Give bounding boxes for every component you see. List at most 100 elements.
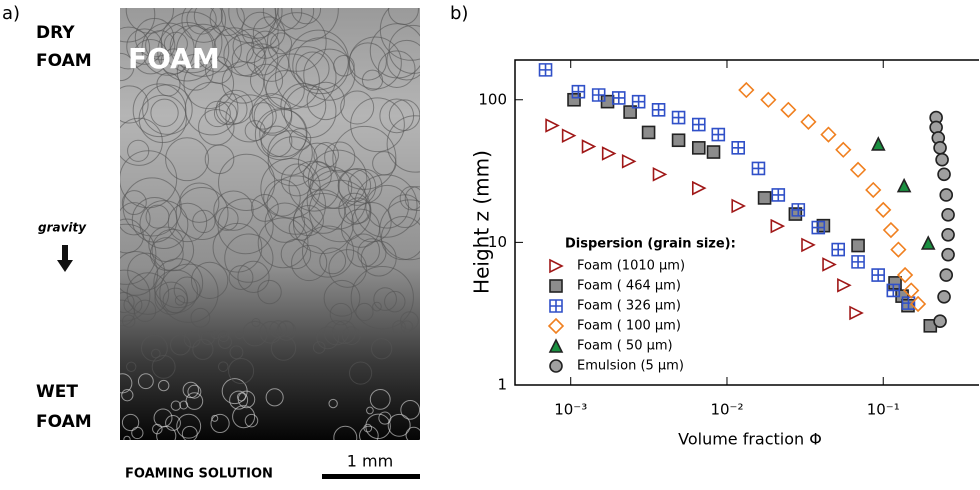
point bbox=[937, 290, 951, 304]
bubble bbox=[121, 190, 147, 216]
bubble bbox=[209, 8, 245, 37]
bubble bbox=[357, 238, 387, 268]
bubble bbox=[218, 89, 254, 124]
bubble bbox=[126, 28, 163, 65]
bubble bbox=[300, 189, 346, 234]
dry-label: DRY bbox=[36, 23, 75, 43]
bubble bbox=[265, 388, 284, 407]
y-tick-label: 1 bbox=[497, 376, 507, 394]
bubble bbox=[324, 141, 356, 173]
point bbox=[751, 161, 766, 176]
legend-marker bbox=[549, 299, 563, 313]
bubble bbox=[120, 26, 151, 70]
bubble bbox=[145, 204, 170, 229]
plot-frame bbox=[514, 59, 979, 386]
bubble bbox=[140, 334, 168, 362]
bubble bbox=[215, 93, 248, 126]
point bbox=[920, 235, 936, 250]
point bbox=[896, 266, 914, 284]
point bbox=[865, 181, 882, 199]
point bbox=[780, 101, 797, 118]
bubble bbox=[388, 194, 420, 229]
bubble bbox=[120, 269, 151, 322]
point bbox=[871, 268, 885, 282]
bubble bbox=[169, 334, 191, 356]
bubble bbox=[194, 25, 242, 73]
point bbox=[875, 201, 892, 219]
bubble bbox=[319, 247, 347, 275]
point bbox=[835, 141, 852, 158]
bubble bbox=[150, 348, 161, 359]
bubble bbox=[384, 290, 406, 313]
panel-a: a) FOAM DRY FOAM gravity WET FOAM FOAMIN… bbox=[2, 3, 420, 482]
bubble bbox=[160, 48, 187, 75]
point bbox=[791, 203, 806, 217]
bubble bbox=[257, 217, 309, 269]
bubble bbox=[348, 42, 387, 81]
bubble bbox=[332, 125, 397, 190]
bubble bbox=[386, 115, 420, 173]
bubble bbox=[308, 179, 372, 243]
bubble bbox=[204, 56, 233, 84]
bubble bbox=[340, 90, 375, 125]
bubble bbox=[120, 291, 135, 314]
bubble bbox=[131, 426, 144, 440]
bubble bbox=[231, 42, 267, 78]
bubble bbox=[150, 98, 179, 127]
bubble bbox=[151, 354, 176, 379]
point bbox=[851, 238, 865, 253]
bubble bbox=[160, 11, 223, 74]
bubble bbox=[123, 435, 131, 440]
bubble bbox=[137, 373, 154, 390]
bubble bbox=[373, 287, 397, 311]
legend-label: Foam ( 100 μm) bbox=[577, 319, 681, 334]
bubble bbox=[312, 341, 326, 354]
bubble bbox=[183, 330, 201, 348]
bubble bbox=[283, 85, 337, 139]
bubble bbox=[366, 406, 374, 415]
point bbox=[837, 278, 852, 293]
bubble bbox=[267, 130, 313, 176]
bubble bbox=[350, 97, 405, 153]
bubble bbox=[149, 237, 184, 271]
bubble bbox=[270, 32, 293, 55]
bubble bbox=[165, 137, 210, 182]
point bbox=[903, 282, 920, 299]
point bbox=[545, 118, 560, 133]
bubble bbox=[405, 426, 420, 440]
bubble bbox=[219, 330, 227, 338]
point bbox=[652, 167, 668, 182]
bubble bbox=[225, 94, 274, 143]
legend-marker bbox=[549, 359, 563, 373]
bubble bbox=[169, 25, 214, 70]
bubble bbox=[251, 317, 261, 328]
point bbox=[882, 221, 900, 239]
bubble bbox=[370, 338, 393, 360]
bubble bbox=[302, 225, 355, 278]
point bbox=[611, 91, 626, 105]
bubble bbox=[369, 23, 420, 79]
bubble bbox=[316, 326, 340, 350]
bubble bbox=[350, 266, 414, 330]
bubble bbox=[341, 326, 361, 346]
bubble bbox=[228, 265, 254, 290]
bubble bbox=[212, 222, 263, 273]
point bbox=[538, 63, 553, 77]
bubble bbox=[244, 413, 259, 428]
point bbox=[939, 188, 954, 202]
bubble bbox=[153, 408, 173, 428]
bubble bbox=[280, 82, 327, 129]
point bbox=[671, 110, 686, 125]
point bbox=[757, 191, 772, 205]
bubble bbox=[269, 320, 287, 338]
point bbox=[935, 152, 949, 167]
bubble bbox=[120, 52, 135, 82]
bubble bbox=[291, 244, 328, 282]
point bbox=[939, 268, 954, 282]
bubble bbox=[120, 223, 157, 285]
bubble bbox=[210, 413, 230, 434]
bubble bbox=[275, 46, 337, 108]
panel-label: b) bbox=[450, 3, 468, 24]
bubble bbox=[277, 320, 295, 337]
bubble bbox=[153, 258, 204, 309]
